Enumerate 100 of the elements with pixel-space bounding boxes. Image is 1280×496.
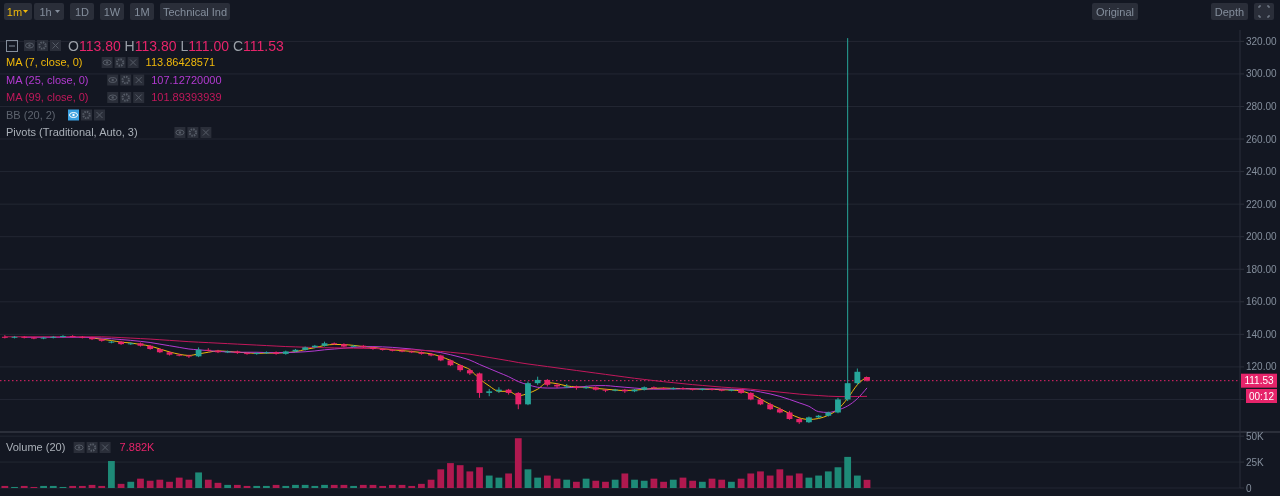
bar <box>514 438 522 488</box>
y-tick-label: 260.00 <box>1246 133 1278 145</box>
bar <box>282 485 290 488</box>
candlestick <box>69 334 76 339</box>
bar <box>621 473 629 488</box>
bar <box>418 483 425 488</box>
text: Original <box>1096 5 1134 18</box>
candlestick <box>379 347 386 352</box>
annotation: 113.86428571 <box>145 56 216 68</box>
bar <box>456 465 464 488</box>
bar <box>233 484 241 488</box>
y-tick-label: 300.00 <box>1246 68 1278 80</box>
ref-line-label: 111.53 <box>1244 375 1274 387</box>
text: Volume (20) <box>6 441 66 453</box>
bar <box>350 485 357 488</box>
bar <box>815 475 822 488</box>
candlestick <box>253 351 260 356</box>
bar <box>573 481 580 488</box>
text: 1m <box>6 5 23 18</box>
bar <box>660 481 667 488</box>
bar <box>844 456 852 488</box>
bar <box>20 485 28 488</box>
y-tick-label: 320.00 <box>1246 35 1278 47</box>
bar <box>563 479 571 488</box>
text: O113.80 H113.80 L111.00 C111.53 <box>68 38 284 54</box>
bar <box>824 471 832 488</box>
bar <box>602 481 609 488</box>
y-tick-label: 280.00 <box>1246 100 1278 112</box>
bar <box>485 475 493 488</box>
bar <box>204 479 212 488</box>
bar <box>747 473 755 488</box>
y-tick-label: 50K <box>1246 430 1265 442</box>
candlestick <box>331 341 338 346</box>
candlestick <box>31 336 37 340</box>
bar <box>592 480 600 488</box>
text: Depth <box>1214 5 1245 18</box>
bar <box>253 485 261 488</box>
bar <box>505 473 512 488</box>
candlestick <box>709 387 715 391</box>
text: MA (99, close, 0) <box>6 91 89 103</box>
y-tick-label: 240.00 <box>1246 166 1278 178</box>
bar <box>330 484 338 488</box>
annotation: 107.12720000 <box>151 73 222 86</box>
bar <box>166 481 173 488</box>
bar <box>437 469 445 488</box>
bar <box>466 471 474 488</box>
bar <box>689 480 697 488</box>
bar <box>543 475 551 488</box>
candlestick <box>525 381 531 406</box>
candlestick <box>680 386 686 391</box>
bar <box>263 485 270 488</box>
bar <box>224 484 232 488</box>
text: MA (25, close, 0) <box>6 73 89 86</box>
bar <box>524 469 532 488</box>
bar <box>408 485 416 488</box>
text: 1M <box>134 5 150 18</box>
text: 1h <box>39 5 52 18</box>
candlestick <box>844 37 851 402</box>
bar <box>321 484 328 488</box>
y-tick-label: 220.00 <box>1246 198 1278 210</box>
candlestick <box>60 334 66 339</box>
candlestick <box>244 351 250 356</box>
candlestick <box>670 386 677 391</box>
annotation: 7.882K <box>119 441 156 453</box>
y-tick-label: 0 <box>1246 482 1252 494</box>
bar <box>69 485 77 488</box>
bar <box>1 485 9 488</box>
candlestick <box>399 349 405 353</box>
bar <box>156 479 164 488</box>
bar <box>195 472 202 488</box>
y-tick-label: 120.00 <box>1246 361 1278 373</box>
bar <box>698 481 706 488</box>
bar <box>766 475 774 488</box>
bar <box>388 484 396 488</box>
y-tick-label: 25K <box>1246 456 1265 468</box>
bar <box>292 484 299 488</box>
bar <box>631 479 638 488</box>
annotation: BB (20, 2) <box>6 108 56 121</box>
candlestick <box>660 386 667 391</box>
y-tick-label: 200.00 <box>1246 231 1278 243</box>
bar <box>175 477 183 488</box>
candlestick <box>583 385 589 390</box>
line-series <box>4 336 868 398</box>
candlestick <box>186 354 192 359</box>
y-tick-label: 160.00 <box>1246 296 1278 308</box>
bar <box>795 473 803 488</box>
text: Technical Ind <box>162 5 228 18</box>
bar <box>108 461 115 488</box>
candlestick <box>273 350 279 356</box>
bar <box>447 463 454 488</box>
annotation: Pivots (Traditional, Auto, 3) <box>6 126 138 138</box>
bar <box>379 485 387 488</box>
bar <box>853 475 861 488</box>
text: 00:12 <box>1248 391 1275 402</box>
bar <box>78 485 86 488</box>
bar <box>49 485 57 488</box>
y-tick-label: 140.00 <box>1246 328 1278 340</box>
bar <box>718 479 726 488</box>
bar <box>98 485 106 488</box>
bar <box>476 467 483 488</box>
